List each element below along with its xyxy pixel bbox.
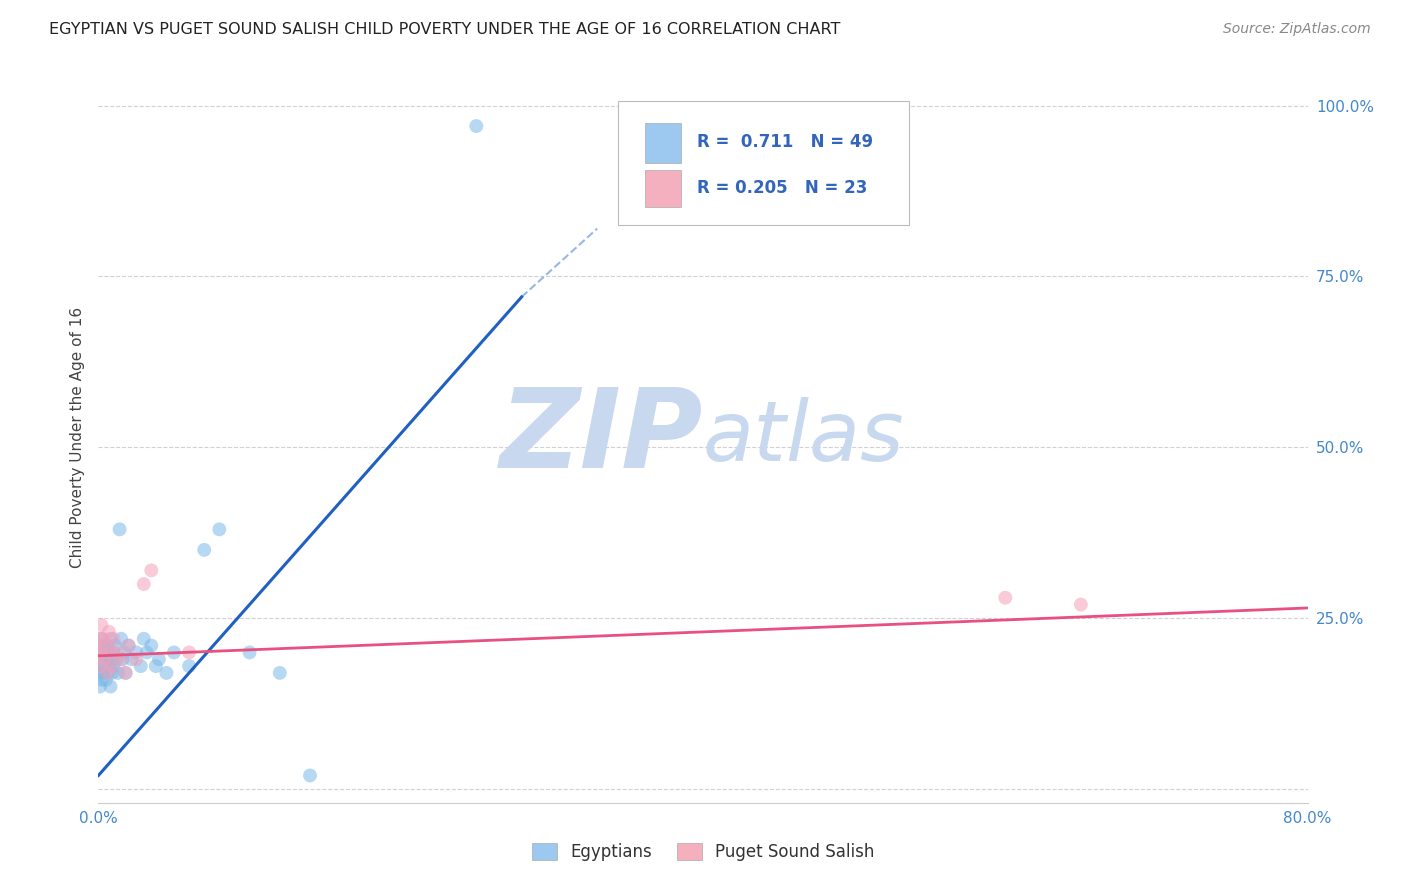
Point [103,659,125,673]
Point [90,632,112,646]
Point [132,577,155,591]
Point [105,652,128,666]
Point [89,680,111,694]
Point [87,665,110,680]
Point [114,665,136,680]
Point [91,639,114,653]
Point [112,645,135,659]
Point [179,659,201,673]
Point [145,659,167,673]
Point [96,639,118,653]
Point [163,645,186,659]
FancyBboxPatch shape [645,170,682,207]
Point [118,639,141,653]
Text: R = 0.205   N = 23: R = 0.205 N = 23 [697,179,868,197]
Text: Source: ZipAtlas.com: Source: ZipAtlas.com [1223,22,1371,37]
Point [121,652,143,666]
Point [299,768,322,782]
Point [132,632,155,646]
FancyBboxPatch shape [645,122,682,163]
Text: ZIP: ZIP [499,384,703,491]
Point [90,645,112,659]
Point [96,665,118,680]
Text: R =  0.711   N = 49: R = 0.711 N = 49 [697,133,873,152]
Point [269,665,291,680]
Text: atlas: atlas [703,397,904,477]
Point [110,632,132,646]
Point [125,645,148,659]
Point [103,645,125,659]
Point [141,639,163,653]
Point [91,632,114,646]
Point [89,632,111,646]
Point [93,659,115,673]
Point [98,645,121,659]
Point [148,652,170,666]
Point [98,659,121,673]
Point [91,665,114,680]
Point [103,632,125,646]
Point [179,645,201,659]
Point [125,652,148,666]
Point [108,522,131,536]
Point [994,591,1017,605]
Point [96,665,118,680]
Point [90,673,112,687]
Point [94,673,117,687]
Point [100,632,122,646]
Point [105,645,128,659]
FancyBboxPatch shape [619,101,908,225]
Point [239,645,262,659]
Point [104,639,127,653]
Point [135,645,157,659]
Point [114,665,136,680]
Point [107,665,129,680]
Point [110,652,132,666]
Legend: Egyptians, Puget Sound Salish: Egyptians, Puget Sound Salish [524,836,882,868]
Point [118,639,141,653]
Point [89,659,111,673]
Point [465,119,488,133]
Point [101,652,124,666]
Point [100,680,122,694]
Point [90,659,112,673]
Point [101,665,124,680]
Point [101,659,124,673]
Y-axis label: Child Poverty Under the Age of 16: Child Poverty Under the Age of 16 [69,307,84,567]
Point [90,618,112,632]
Point [1070,598,1092,612]
Point [193,542,215,557]
Point [93,645,115,659]
Point [129,659,152,673]
Point [100,645,122,659]
Point [91,652,114,666]
Point [87,645,110,659]
Point [98,624,121,639]
Point [94,652,117,666]
Point [89,645,111,659]
Text: EGYPTIAN VS PUGET SOUND SALISH CHILD POVERTY UNDER THE AGE OF 16 CORRELATION CHA: EGYPTIAN VS PUGET SOUND SALISH CHILD POV… [49,22,841,37]
Point [208,522,231,536]
Point [93,652,115,666]
Point [94,639,117,653]
Point [141,563,163,577]
Point [155,665,177,680]
Point [111,652,134,666]
